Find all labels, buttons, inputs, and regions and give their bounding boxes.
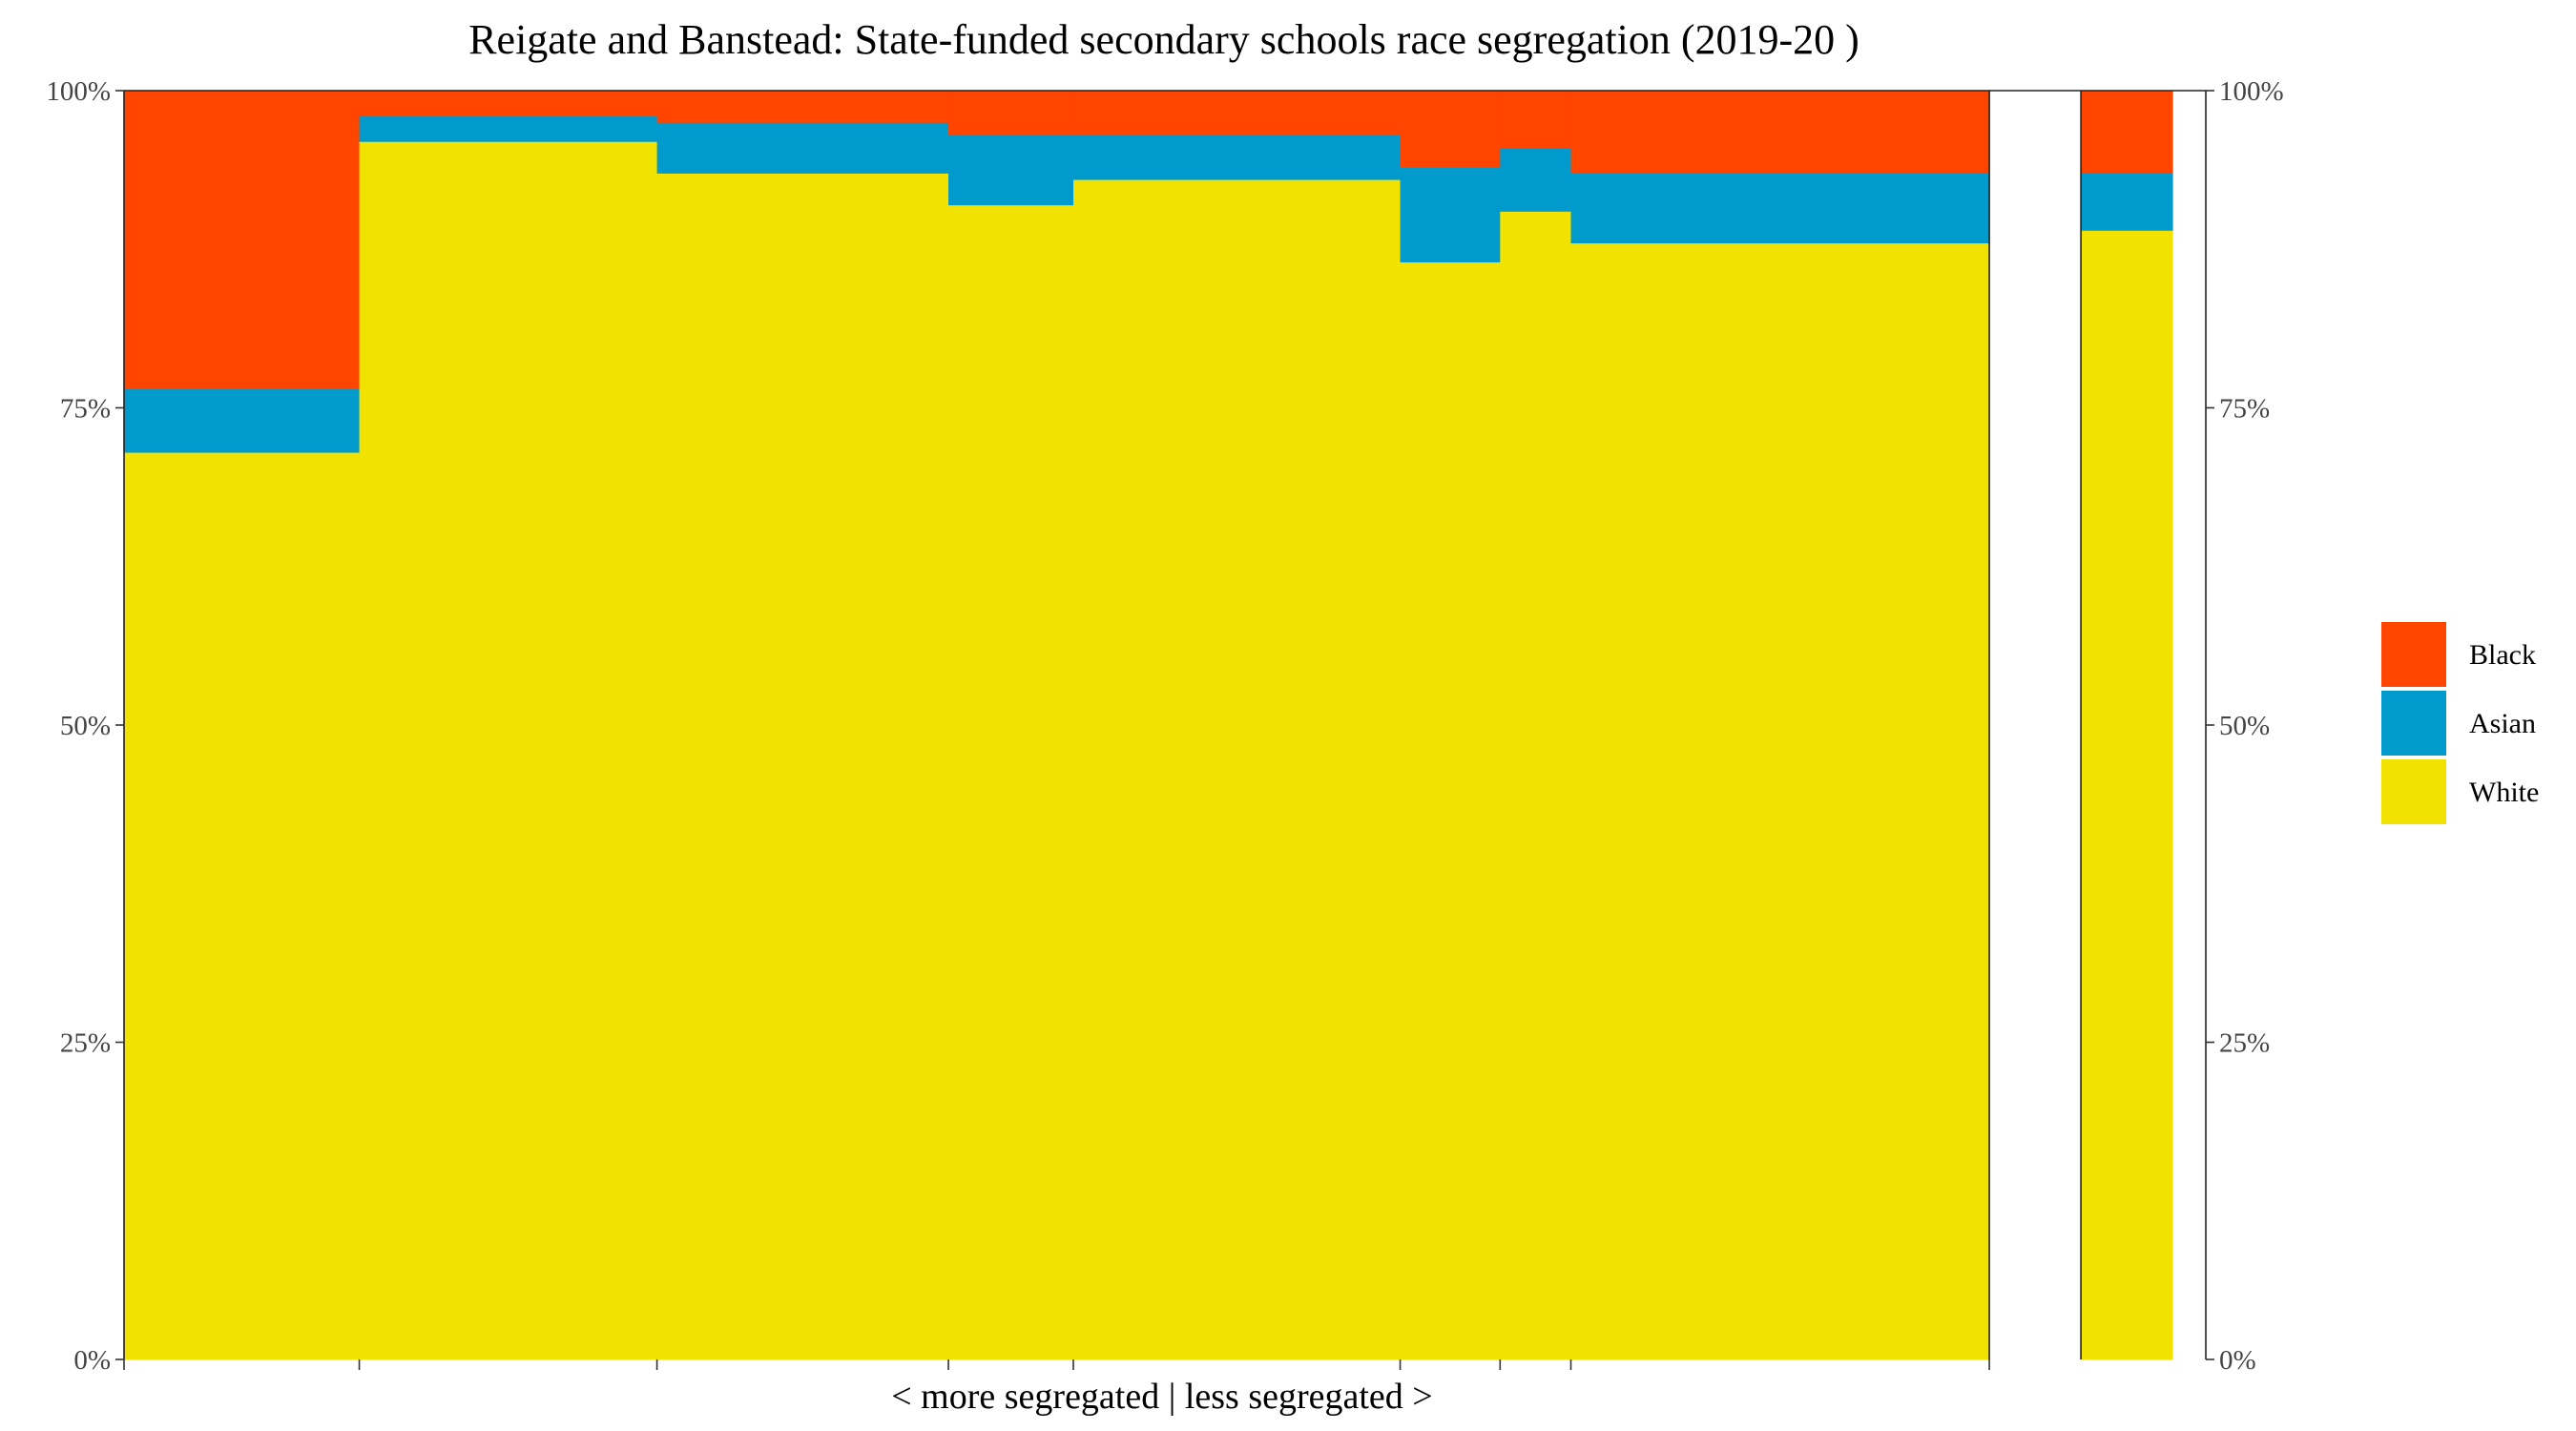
x-axis-ticks bbox=[123, 1359, 1990, 1370]
bar-black-1 bbox=[124, 91, 361, 390]
bar-white-6 bbox=[1400, 261, 1501, 1360]
legend-swatch-white bbox=[2381, 759, 2446, 824]
legend-swatch-asian bbox=[2381, 691, 2446, 756]
y-tick-label-right: 100% bbox=[2219, 76, 2284, 107]
legend: Black Asian White bbox=[2381, 622, 2539, 824]
bar-asian-3 bbox=[656, 122, 949, 174]
y-tick-label-right: 75% bbox=[2219, 394, 2270, 425]
y-axis-ticks: 0% 0% 25% 25% 50% 50% 75% 75% 100% 100% bbox=[46, 76, 2283, 1376]
bar-black-4 bbox=[948, 91, 1074, 136]
bar-asian-8 bbox=[1570, 173, 1990, 244]
y-tick-label-left: 0% bbox=[73, 1345, 111, 1376]
bar-asian-5 bbox=[1072, 135, 1402, 180]
bar-black-5 bbox=[1072, 91, 1402, 136]
bar-black-8 bbox=[1570, 91, 1990, 174]
bar-asian-1 bbox=[124, 388, 361, 453]
bar-white-7 bbox=[1500, 211, 1571, 1360]
bar-asian-2 bbox=[359, 115, 658, 142]
x-axis-label: < more segregated | less segregated > bbox=[891, 1377, 1432, 1417]
y-tick-label-right: 0% bbox=[2219, 1345, 2256, 1376]
bar-white-5 bbox=[1072, 179, 1402, 1360]
bar-white-1 bbox=[124, 452, 361, 1360]
y-tick-label-left: 50% bbox=[60, 711, 111, 741]
bar-black-3 bbox=[656, 91, 949, 123]
bar-white-8 bbox=[1570, 242, 1990, 1360]
bar-asian-6 bbox=[1400, 166, 1501, 263]
legend-label-black: Black bbox=[2469, 639, 2536, 671]
y-tick-label-left: 100% bbox=[46, 76, 111, 107]
y-tick-label-right: 25% bbox=[2219, 1028, 2270, 1059]
bar-white-2 bbox=[359, 141, 658, 1360]
bars bbox=[124, 91, 2173, 1360]
chart-title: Reigate and Banstead: State-funded secon… bbox=[468, 16, 1859, 63]
bar-asian-4 bbox=[948, 135, 1074, 206]
bar-black-6 bbox=[1400, 91, 1501, 168]
bar-black-2 bbox=[359, 91, 658, 117]
bar-black-9 bbox=[2081, 91, 2173, 174]
bar-black-7 bbox=[1500, 91, 1571, 149]
legend-swatch-black bbox=[2381, 622, 2446, 687]
bar-asian-9 bbox=[2081, 173, 2173, 231]
y-tick-label-right: 50% bbox=[2219, 711, 2270, 741]
y-tick-label-left: 25% bbox=[60, 1028, 111, 1059]
bar-white-9 bbox=[2081, 230, 2173, 1360]
y-tick-label-left: 75% bbox=[60, 394, 111, 425]
legend-label-asian: Asian bbox=[2469, 708, 2536, 739]
bar-asian-7 bbox=[1500, 147, 1571, 212]
legend-label-white: White bbox=[2469, 777, 2539, 808]
bar-white-3 bbox=[656, 173, 949, 1360]
bar-white-4 bbox=[948, 204, 1074, 1360]
